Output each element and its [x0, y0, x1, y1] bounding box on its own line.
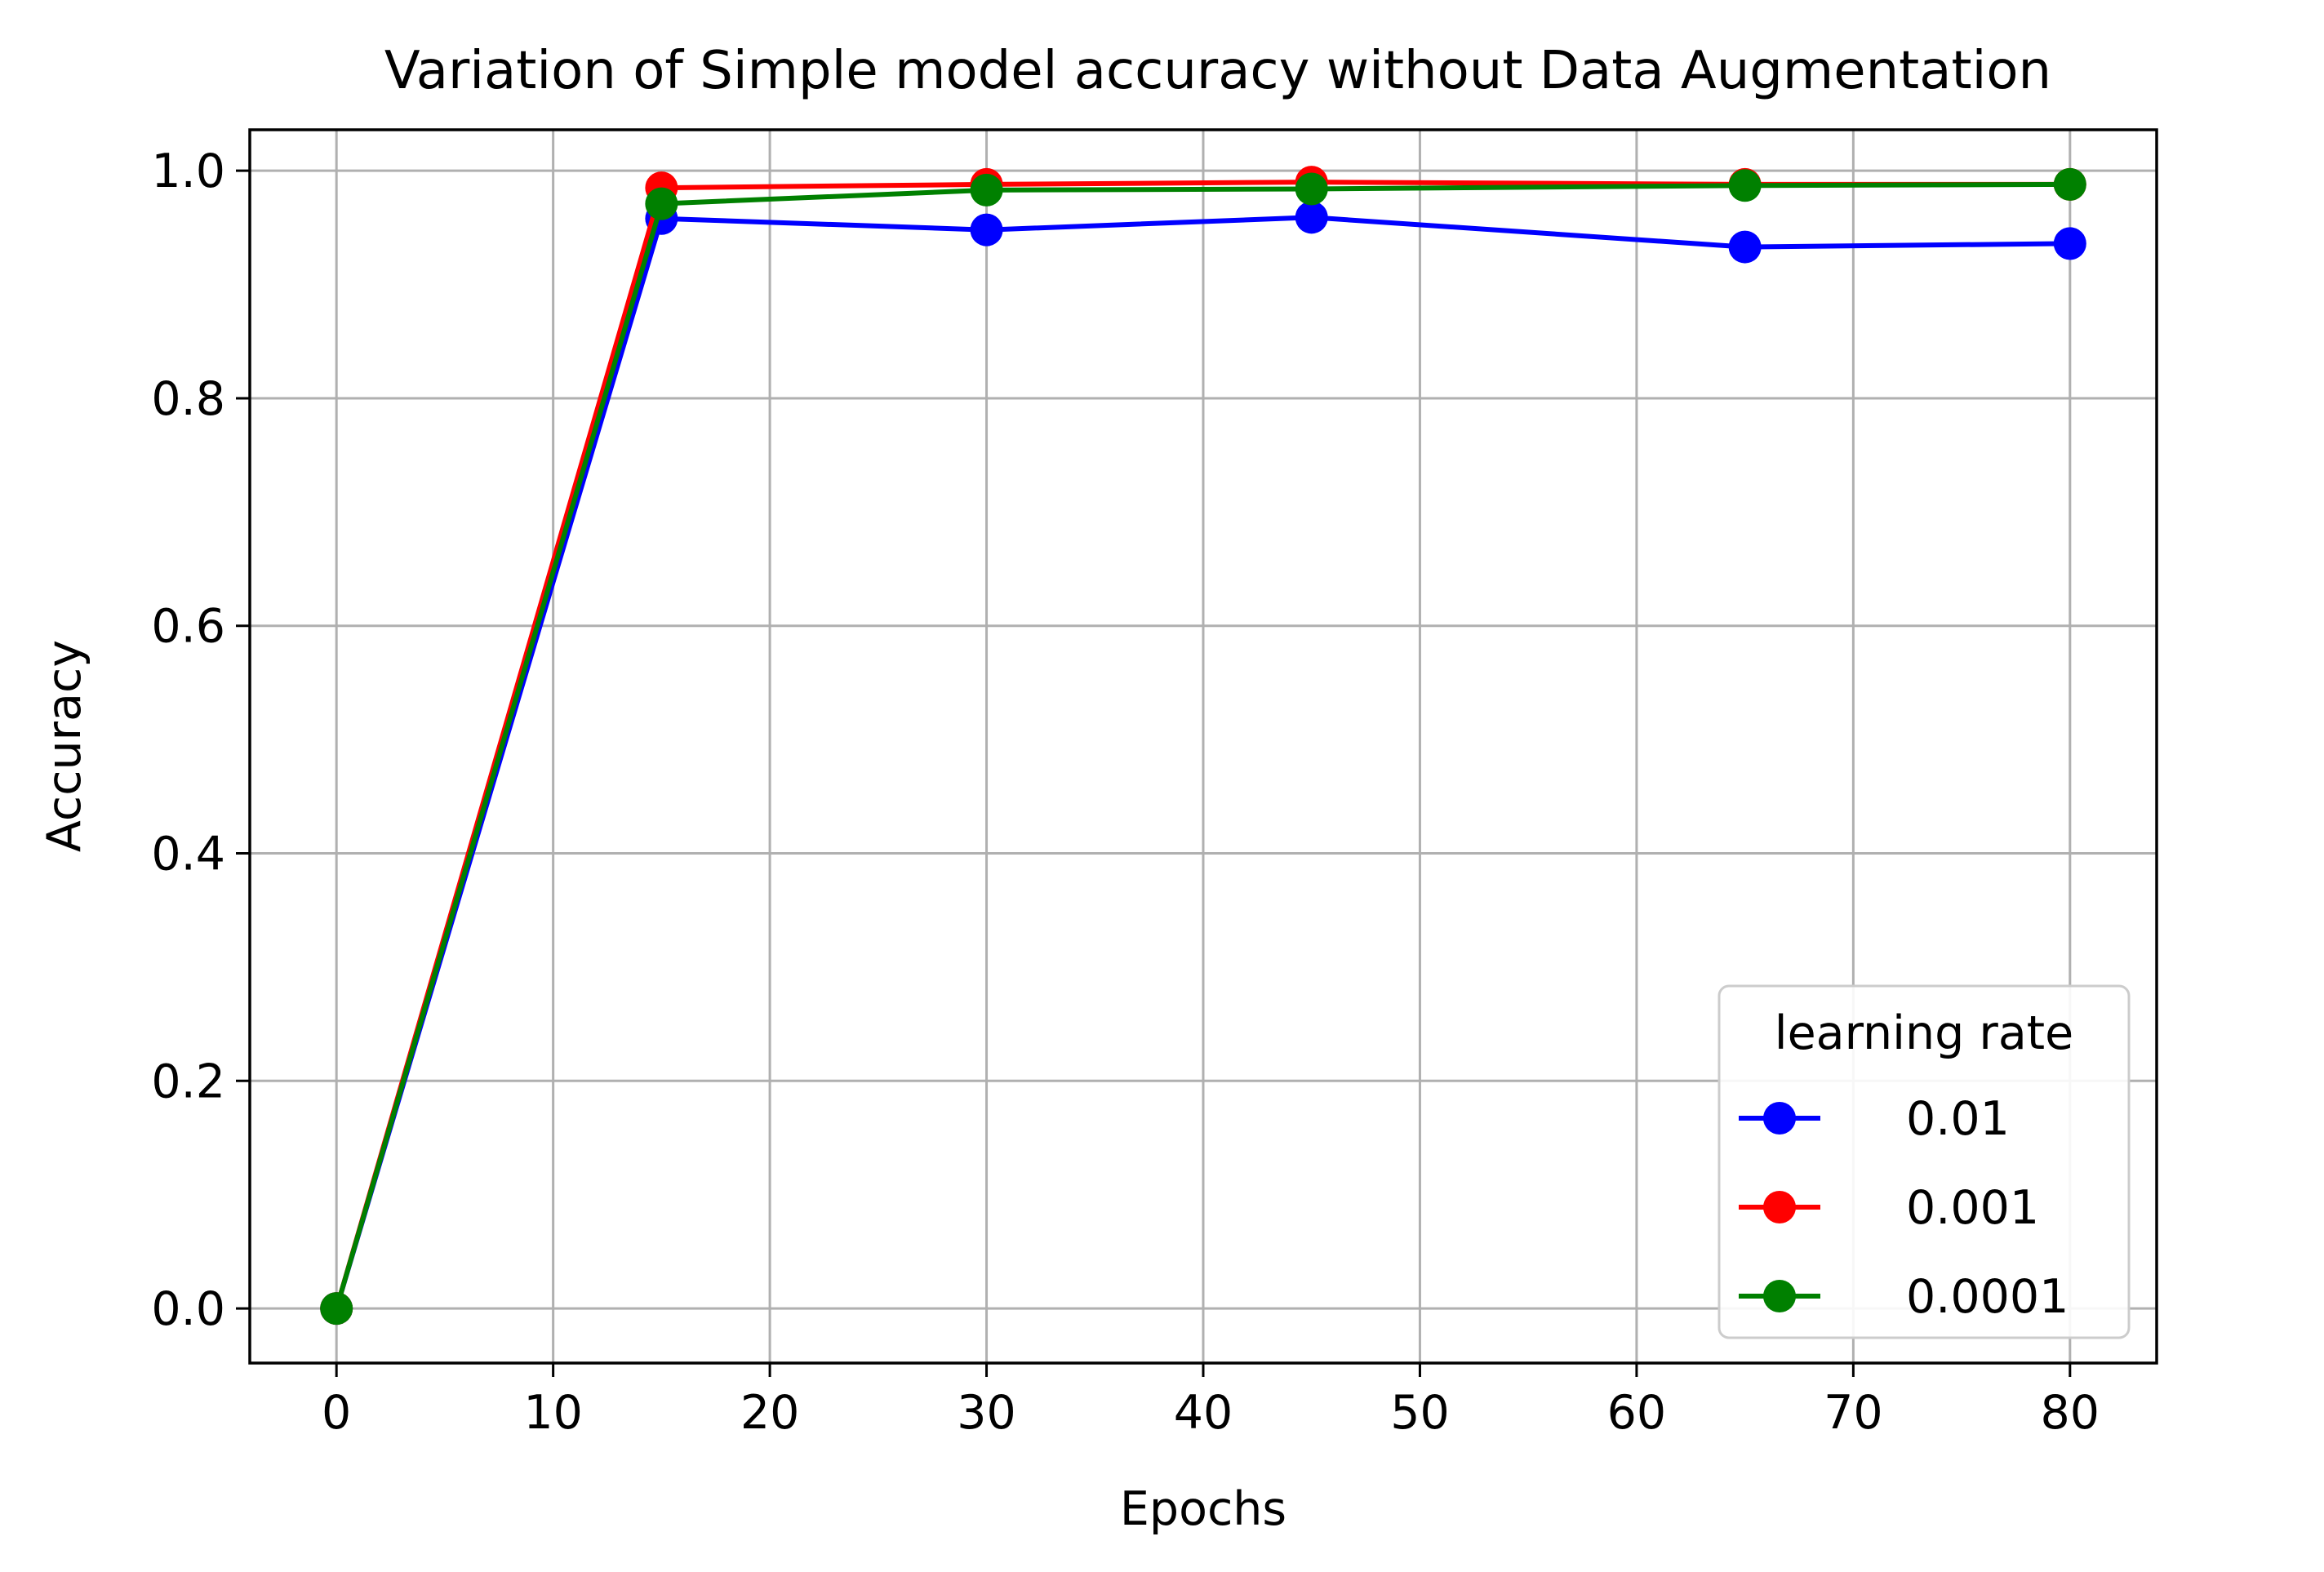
y-tick-label: 0.4	[151, 828, 225, 881]
legend-marker	[1763, 1102, 1796, 1135]
legend-marker	[1763, 1280, 1796, 1312]
legend: learning rate 0.01 0.001 0.0001	[1717, 984, 2131, 1339]
x-tick-label: 10	[523, 1386, 583, 1440]
x-tick-label: 50	[1390, 1386, 1450, 1440]
series-line	[334, 181, 2070, 1309]
x-tick-label: 30	[957, 1386, 1016, 1440]
legend-label: 0.01	[1906, 1092, 2010, 1146]
y-tick-label: 0.8	[151, 372, 225, 426]
legend-title: learning rate	[1775, 1006, 2073, 1060]
x-axis-label: Epochs	[1120, 1482, 1286, 1536]
x-tick-label: 70	[1824, 1386, 1883, 1440]
data-point	[970, 213, 1003, 246]
legend-label: 0.001	[1906, 1181, 2039, 1235]
data-point	[1295, 172, 1328, 206]
y-tick-label: 0.0	[151, 1282, 225, 1336]
legend-label: 0.0001	[1906, 1270, 2068, 1324]
x-tick-label: 80	[2041, 1386, 2100, 1440]
axis-ticks: 0 10 20 30 40 50 60 70 80 0.0 0.2 0.4 0.6 0.8 1.0	[151, 144, 2100, 1440]
data-point	[2053, 227, 2086, 260]
y-tick-label: 0.2	[151, 1055, 225, 1108]
series-layer	[320, 166, 2086, 1326]
data-point	[320, 1292, 353, 1326]
data-point	[645, 187, 678, 220]
x-tick-label: 60	[1607, 1386, 1667, 1440]
legend-marker	[1763, 1191, 1796, 1223]
x-tick-label: 40	[1174, 1386, 1233, 1440]
series-line	[334, 215, 2070, 1309]
data-point	[1295, 201, 1328, 234]
chart-title: Variation of Simple model accuracy witho…	[384, 41, 2051, 101]
data-point	[970, 173, 1003, 206]
x-tick-label: 0	[322, 1386, 351, 1440]
series-0.0001	[320, 167, 2086, 1326]
y-axis-label: Accuracy	[38, 640, 91, 852]
data-point	[1728, 230, 1762, 264]
x-tick-label: 20	[740, 1386, 800, 1440]
y-tick-label: 1.0	[151, 144, 225, 198]
legend-items: 0.01 0.001 0.0001	[1739, 1092, 2068, 1324]
data-point	[1728, 169, 1762, 202]
data-point	[2053, 167, 2086, 201]
y-tick-label: 0.6	[151, 600, 225, 654]
legend-box	[1717, 984, 2131, 1339]
